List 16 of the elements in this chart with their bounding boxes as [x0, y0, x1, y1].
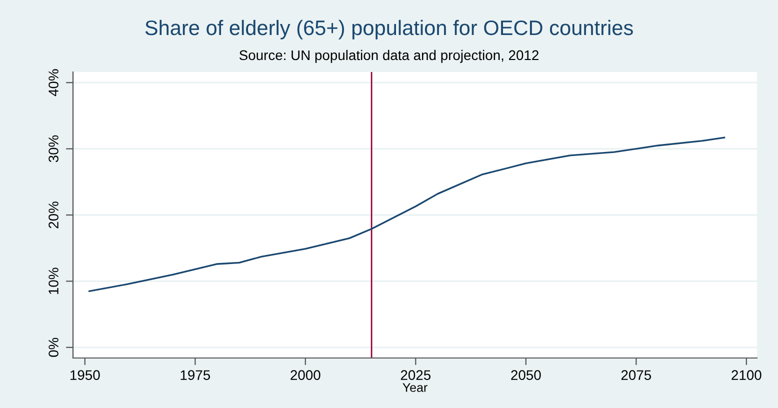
y-tick-label: 20% — [48, 202, 58, 228]
y-tick-label: 0% — [48, 338, 58, 357]
x-axis-title: Year — [402, 383, 428, 392]
x-tick-label: 2050 — [511, 370, 541, 380]
x-tick-label: 2025 — [400, 370, 431, 380]
y-tick-label: 40% — [48, 69, 58, 96]
x-tick-label: 2000 — [290, 370, 320, 380]
chart-title: Share of elderly (65+) population for OECD countries — [145, 20, 633, 40]
x-tick-label: 1975 — [180, 370, 210, 380]
y-tick-label: 30% — [48, 135, 58, 162]
y-tick-label: 10% — [48, 268, 58, 294]
x-tick-label: 1950 — [70, 370, 100, 380]
chart-subtitle: Source: UN population data and projection, 2012 — [239, 50, 538, 63]
x-tick-label: 2100 — [732, 370, 762, 380]
x-tick-label: 2075 — [621, 370, 652, 380]
line-series — [88, 136, 726, 292]
